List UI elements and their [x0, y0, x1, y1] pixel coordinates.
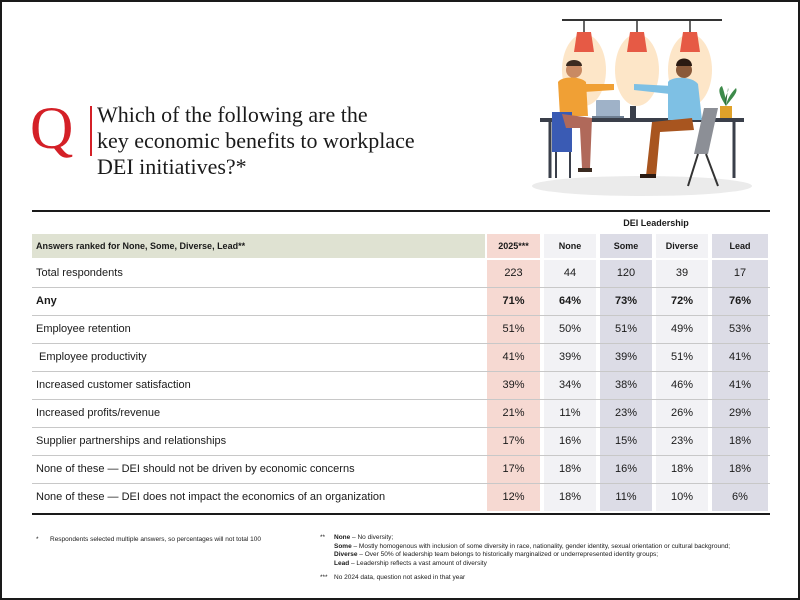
cell-lead: 53% — [712, 316, 768, 343]
row-label: Total respondents — [36, 267, 123, 279]
cell-none: 64% — [544, 288, 596, 315]
table-top-rule — [32, 210, 770, 212]
cell-some: 120 — [600, 260, 652, 287]
row-label: Supplier partnerships and relationships — [36, 435, 227, 447]
cell-some: 16% — [600, 456, 652, 483]
question-line: Which of the following are the — [97, 102, 368, 127]
cell-2025: 17% — [487, 428, 540, 455]
cell-lead: 18% — [712, 428, 768, 455]
question-title: Which of the following are the key econo… — [97, 102, 517, 180]
table-bottom-rule — [32, 513, 770, 515]
footnote-triple-asterisk: *** No 2024 data, question not asked in t… — [320, 574, 620, 581]
definition-term: None — [334, 534, 351, 541]
definition-term: Lead — [334, 559, 350, 567]
cell-none: 50% — [544, 316, 596, 343]
row-label: Employee productivity — [36, 351, 147, 363]
table-header-row: Answers ranked for None, Some, Diverse, … — [32, 234, 770, 258]
cell-none: 16% — [544, 428, 596, 455]
cell-lead: 76% — [712, 288, 768, 315]
cell-none: 18% — [544, 484, 596, 511]
cell-lead: 17 — [712, 260, 768, 287]
table-row: Employee productivity 41% 39% 39% 51% 41… — [32, 344, 770, 372]
table-row: Supplier partnerships and relationships … — [32, 428, 770, 456]
row-label: None of these — DEI does not impact the … — [36, 491, 386, 503]
column-header-2025: 2025*** — [487, 234, 540, 258]
definition-text: – No diversity; — [350, 534, 394, 541]
table-row: Any 71% 64% 73% 72% 76% — [32, 288, 770, 316]
row-label: Employee retention — [36, 323, 131, 335]
cell-lead: 41% — [712, 344, 768, 371]
cell-some: 15% — [600, 428, 652, 455]
table-row: Total respondents 223 44 120 39 17 — [32, 260, 770, 288]
coworkers-fist-bump-illustration — [532, 19, 752, 196]
header-answers-label: Answers ranked for None, Some, Diverse, … — [32, 234, 485, 258]
definition-term: Some — [334, 542, 352, 550]
dei-leadership-group-header: DEI Leadership — [623, 218, 689, 228]
footnote-double-asterisk: ** None – No diversity; Some – Mostly hom… — [320, 534, 770, 568]
definition-text: – Leadership reflects a vast amount of d… — [349, 559, 487, 567]
cell-some: 51% — [600, 316, 652, 343]
column-header-none: None — [544, 234, 596, 258]
column-header-diverse: Diverse — [656, 234, 708, 258]
row-label: Any — [36, 295, 57, 307]
cell-lead: 18% — [712, 456, 768, 483]
cell-lead: 6% — [712, 484, 768, 511]
cell-none: 39% — [544, 344, 596, 371]
cell-diverse: 49% — [656, 316, 708, 343]
cell-2025: 12% — [487, 484, 540, 511]
row-label: Increased profits/revenue — [36, 407, 161, 419]
cell-2025: 71% — [487, 288, 540, 315]
cell-diverse: 51% — [656, 344, 708, 371]
question-line: DEI initiatives?* — [97, 154, 247, 179]
row-label: Increased customer satisfaction — [36, 379, 191, 391]
table-row: Increased profits/revenue 21% 11% 23% 26… — [32, 400, 770, 428]
definition-text: – Mostly homogenous with inclusion of so… — [351, 542, 731, 550]
cell-some: 38% — [600, 372, 652, 399]
cell-none: 44 — [544, 260, 596, 287]
cell-2025: 39% — [487, 372, 540, 399]
cell-none: 11% — [544, 400, 596, 427]
row-label: None of these — DEI should not be driven… — [36, 463, 355, 475]
definition-text: – Over 50% of leadership team belongs to… — [357, 551, 659, 558]
cell-some: 39% — [600, 344, 652, 371]
footnote-text: No 2024 data, question not asked in that… — [334, 574, 466, 581]
table-row: None of these — DEI should not be driven… — [32, 456, 770, 484]
footnote-mark: *** — [320, 574, 328, 581]
table-row: Increased customer satisfaction 39% 34% … — [32, 372, 770, 400]
footnote-single-asterisk: * Respondents selected multiple answers, … — [36, 536, 336, 543]
table-row: Employee retention 51% 50% 51% 49% 53% — [32, 316, 770, 344]
cell-2025: 17% — [487, 456, 540, 483]
cell-2025: 51% — [487, 316, 540, 343]
cell-none: 18% — [544, 456, 596, 483]
footnote-mark: ** — [320, 534, 326, 541]
cell-diverse: 39 — [656, 260, 708, 287]
cell-some: 73% — [600, 288, 652, 315]
footnote-text: Respondents selected multiple answers, s… — [50, 536, 262, 543]
cell-diverse: 23% — [656, 428, 708, 455]
cell-diverse: 18% — [656, 456, 708, 483]
cell-diverse: 72% — [656, 288, 708, 315]
question-mark-letter: Q — [30, 95, 74, 161]
cell-diverse: 26% — [656, 400, 708, 427]
cell-lead: 29% — [712, 400, 768, 427]
table-body: Total respondents 223 44 120 39 17 Any 7… — [32, 260, 770, 512]
cell-diverse: 10% — [656, 484, 708, 511]
cell-2025: 21% — [487, 400, 540, 427]
column-header-some: Some — [600, 234, 652, 258]
question-divider — [90, 106, 92, 156]
cell-diverse: 46% — [656, 372, 708, 399]
cell-some: 23% — [600, 400, 652, 427]
column-header-lead: Lead — [712, 234, 768, 258]
cell-lead: 41% — [712, 372, 768, 399]
cell-2025: 41% — [487, 344, 540, 371]
footnote-mark: * — [36, 536, 39, 543]
cell-none: 34% — [544, 372, 596, 399]
cell-some: 11% — [600, 484, 652, 511]
table-row: None of these — DEI does not impact the … — [32, 484, 770, 512]
cell-2025: 223 — [487, 260, 540, 287]
question-line: key economic benefits to workplace — [97, 128, 415, 153]
definition-term: Diverse — [334, 551, 358, 558]
